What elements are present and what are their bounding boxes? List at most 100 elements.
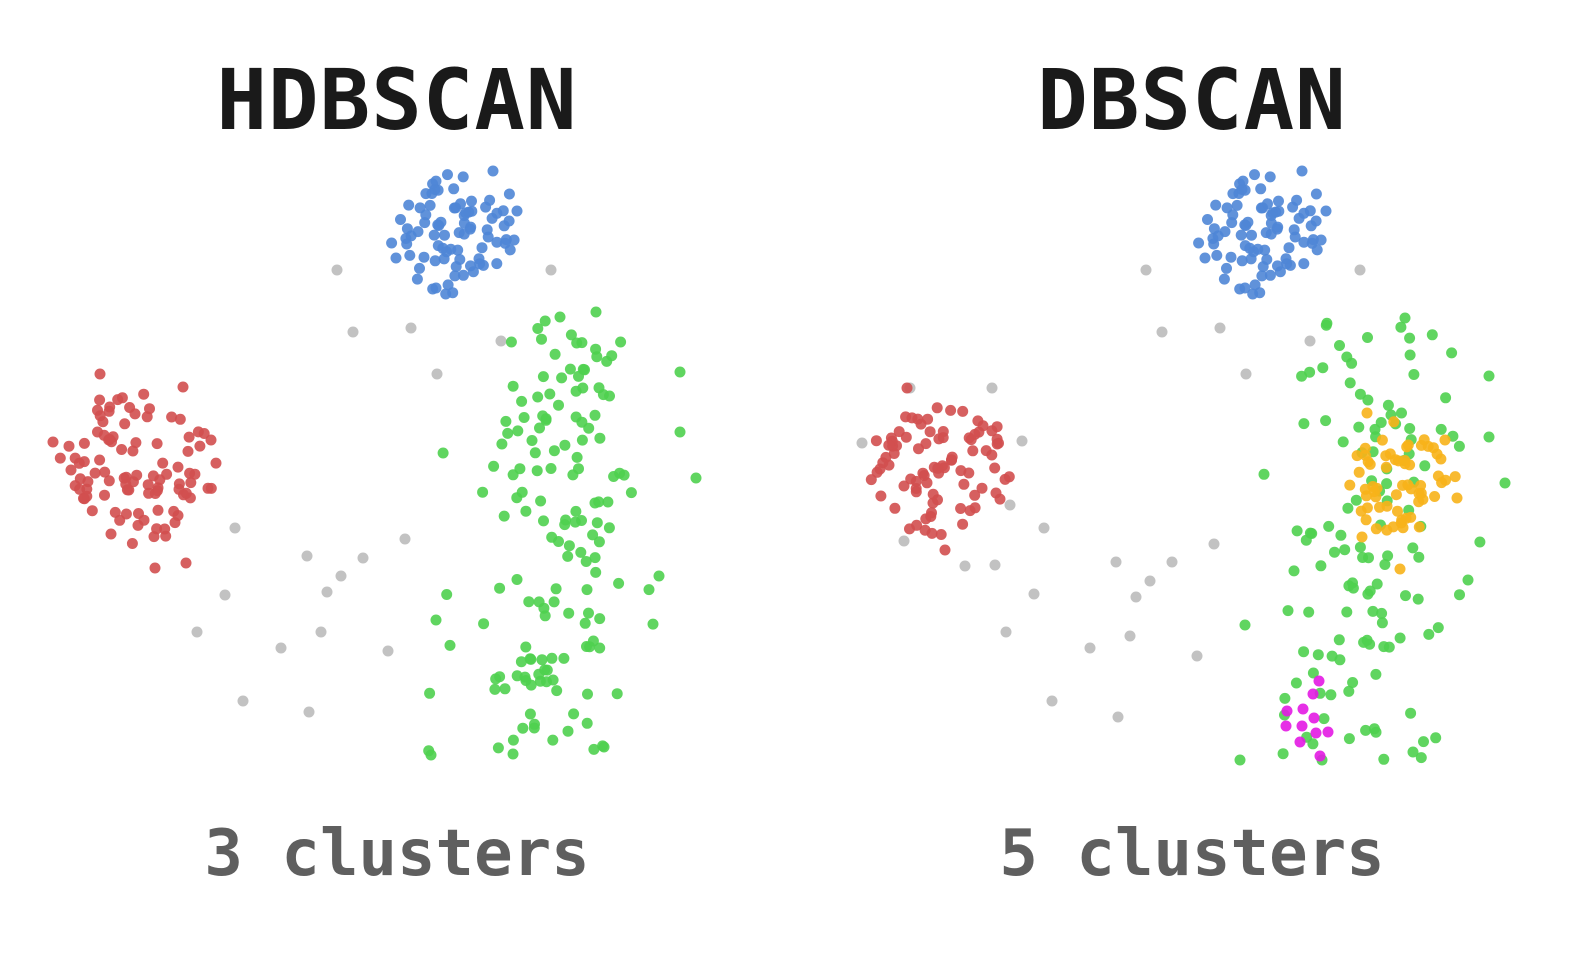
point-blue [1231, 199, 1243, 211]
point-red [898, 480, 910, 492]
point-green [1453, 440, 1465, 452]
point-green [538, 602, 550, 614]
point-noise [405, 322, 417, 334]
point-green [591, 351, 603, 363]
point-green [615, 336, 627, 348]
point-green [594, 613, 606, 625]
point-blue [1249, 169, 1260, 181]
point-red [932, 462, 944, 474]
point-red [172, 510, 184, 521]
series-blue [386, 165, 523, 300]
point-green [1404, 332, 1416, 344]
point-green [1344, 377, 1356, 389]
point-green [589, 409, 601, 421]
point-green [534, 422, 545, 434]
point-green [516, 486, 528, 498]
point-green [489, 683, 501, 695]
point-green [583, 422, 595, 434]
point-green [488, 460, 500, 472]
point-orange [1364, 458, 1376, 470]
point-green [1404, 349, 1416, 361]
point-orange [1405, 511, 1417, 523]
point-red [126, 538, 138, 549]
point-green [587, 635, 599, 647]
point-noise [219, 589, 231, 601]
point-blue [1265, 228, 1277, 240]
point-green [1419, 460, 1431, 472]
point-blue [1237, 175, 1249, 187]
point-green [546, 652, 558, 664]
point-blue [1199, 252, 1211, 264]
point-orange [1380, 450, 1392, 462]
point-green [516, 395, 528, 407]
point-red [141, 411, 153, 423]
point-green [1300, 534, 1312, 546]
point-red [116, 444, 128, 455]
dbscan-title: DBSCAN [1037, 51, 1347, 149]
point-noise [1304, 335, 1316, 347]
point-green [1362, 332, 1373, 343]
point-green [1335, 529, 1347, 541]
point-green [539, 315, 551, 327]
point-green [538, 515, 549, 527]
point-noise [1354, 264, 1366, 276]
point-green [437, 447, 449, 459]
point-green [1412, 593, 1424, 605]
point-green [674, 426, 686, 438]
point-blue [390, 252, 402, 264]
point-green [590, 566, 602, 578]
point-red [105, 528, 117, 540]
point-green [547, 734, 559, 746]
point-noise [382, 645, 394, 657]
point-blue [404, 249, 416, 261]
point-noise [1110, 556, 1122, 568]
point-green [1329, 546, 1340, 558]
point-red [129, 408, 141, 420]
point-blue [465, 260, 476, 272]
point-noise [986, 382, 998, 394]
point-noise [301, 550, 313, 562]
point-red [103, 475, 115, 487]
point-green [514, 463, 526, 475]
point-green [1394, 632, 1406, 644]
point-green [594, 432, 606, 444]
point-blue [1293, 212, 1305, 224]
point-red [194, 440, 206, 452]
point-orange [1402, 439, 1414, 451]
point-blue [405, 230, 417, 242]
point-red [912, 413, 924, 425]
point-red [157, 457, 169, 469]
point-green [1426, 329, 1438, 341]
point-blue [435, 216, 447, 228]
point-blue [414, 262, 425, 274]
point-blue [476, 242, 488, 254]
point-blue [1307, 234, 1319, 246]
point-green [1364, 585, 1376, 597]
point-green [1350, 494, 1362, 506]
point-red [143, 487, 155, 499]
point-noise [495, 335, 507, 347]
dbscan-cluster-count: 5 clusters [999, 817, 1385, 891]
point-orange [1431, 448, 1443, 460]
point-red [103, 434, 115, 446]
point-green [507, 380, 519, 392]
point-green [1323, 520, 1335, 532]
point-green [1362, 394, 1374, 406]
point-green [1370, 668, 1382, 680]
point-red [177, 381, 189, 393]
point-green [1368, 723, 1380, 735]
point-red [173, 478, 185, 490]
point-red [54, 452, 66, 464]
point-blue [1315, 234, 1327, 246]
point-green [430, 614, 442, 626]
series-red [47, 368, 222, 574]
point-green [1282, 605, 1294, 617]
point-green [1317, 362, 1329, 374]
point-green [1404, 423, 1416, 434]
point-noise [1156, 326, 1168, 338]
point-red [205, 434, 217, 446]
point-blue [442, 169, 453, 181]
point-orange [1360, 514, 1372, 526]
point-blue [424, 199, 436, 211]
point-blue [1272, 221, 1284, 233]
